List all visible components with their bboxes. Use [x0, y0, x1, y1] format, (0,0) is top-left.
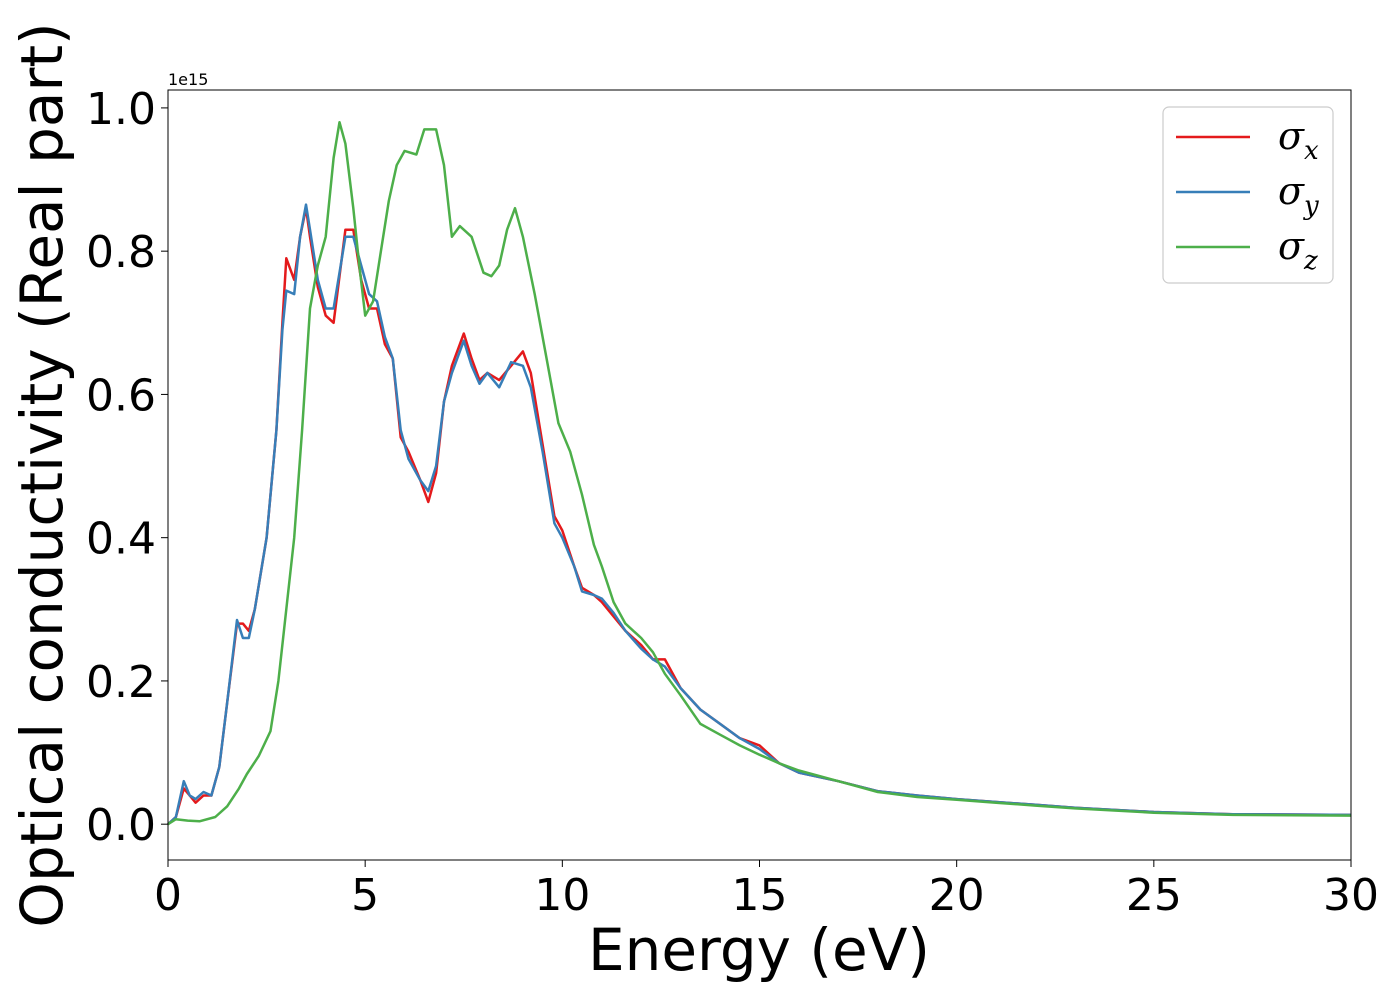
x-tick-label: 15	[732, 870, 788, 921]
y-tick-label: 0.2	[86, 657, 156, 708]
legend-label-subscript: z	[1303, 246, 1318, 276]
x-tick-label: 25	[1126, 870, 1182, 921]
x-tick-label: 0	[154, 870, 182, 921]
legend-label-subscript: y	[1303, 191, 1319, 221]
legend-box	[1162, 106, 1334, 284]
y-tick-label: 0.4	[86, 514, 156, 565]
y-tick-label: 0.6	[86, 370, 156, 421]
x-axis-label: Energy (eV)	[588, 916, 930, 984]
series-line-z	[167, 120, 1352, 826]
series-line-y	[167, 203, 1352, 826]
x-tick-label: 5	[351, 870, 379, 921]
x-tick-label: 10	[534, 870, 590, 921]
x-tick-label: 30	[1323, 870, 1379, 921]
plot-frame	[167, 89, 1352, 861]
y-axis-label: Optical conductivity (Real part)	[8, 22, 76, 927]
series-layer	[167, 120, 1352, 826]
y-tick-label: 0.8	[86, 227, 156, 278]
y-axis-offset-text: 1e15	[168, 70, 208, 89]
series-line-x	[167, 206, 1352, 826]
x-tick-label: 20	[929, 870, 985, 921]
legend-label-subscript: x	[1304, 136, 1319, 166]
y-tick-label: 1.0	[86, 84, 156, 135]
y-tick-label: 0.0	[86, 800, 156, 851]
y-axis-ticks: 0.0 0.2 0.4 0.6 0.8 1.0	[86, 84, 168, 851]
x-axis-ticks: 0 5 10 15 20 25 30	[154, 860, 1379, 921]
